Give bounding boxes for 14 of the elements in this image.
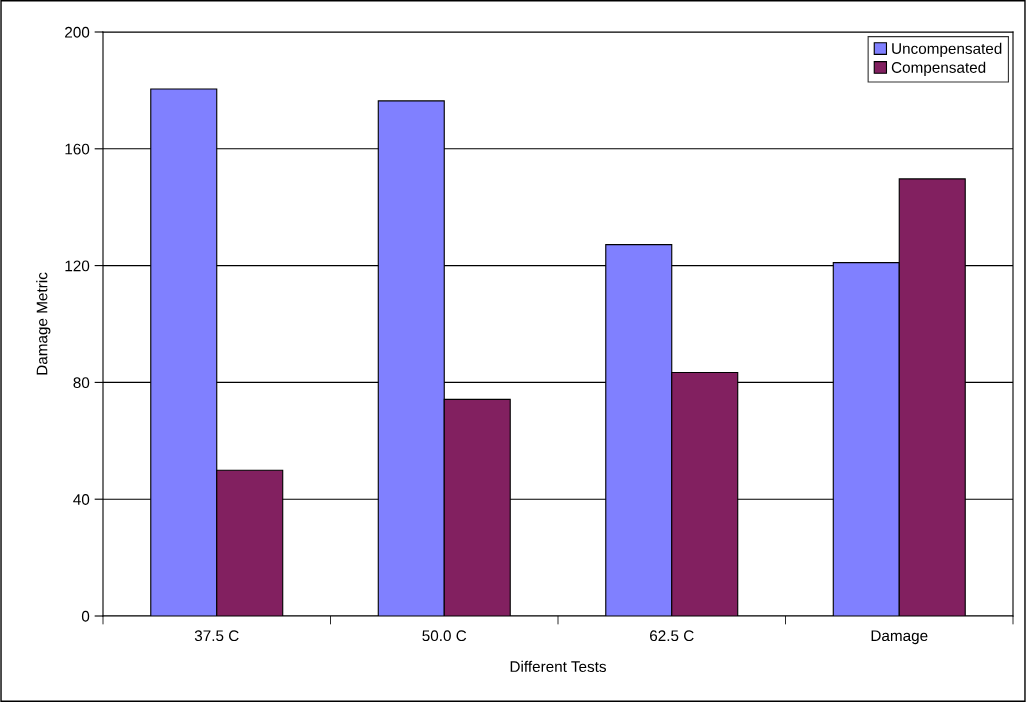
y-tick-label: 40 <box>73 494 90 505</box>
y-tick-label: 120 <box>65 260 90 272</box>
y-tick-label: 80 <box>73 377 90 389</box>
legend-label: Compensated <box>891 61 986 76</box>
x-tick-label: Damage <box>871 630 928 645</box>
x-axis-title: Different Tests <box>510 660 606 673</box>
legend-label: Uncompensated <box>892 42 1002 58</box>
y-tick-label: 200 <box>65 26 90 38</box>
x-tick-label: 62.5 C <box>650 630 694 642</box>
x-tick-label: 37.5 C <box>194 630 239 642</box>
y-tick-label: 160 <box>65 143 90 155</box>
y-axis-title: Damage Metric <box>36 272 51 375</box>
y-tick-label: 0 <box>81 610 90 622</box>
x-tick-label: 50.0 C <box>422 630 467 642</box>
